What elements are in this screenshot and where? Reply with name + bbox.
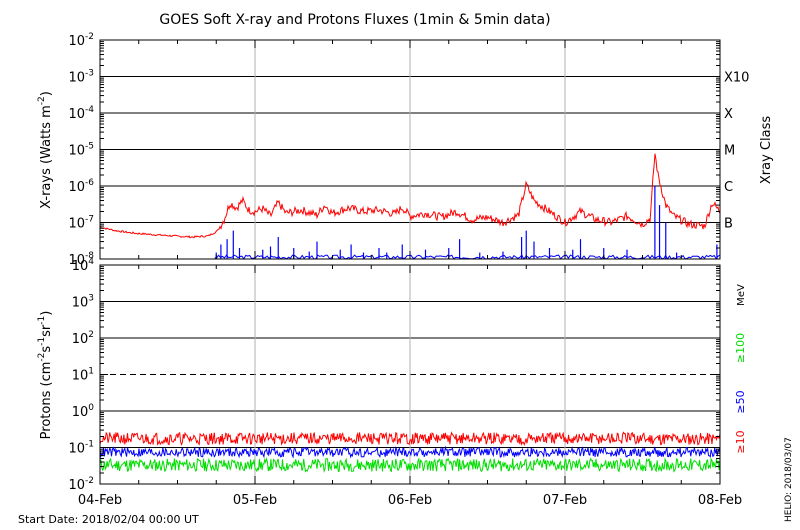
xray-class-label: B (724, 217, 733, 232)
proton-ytick-label: 101 (72, 367, 94, 384)
proton-legend-1: ≥50 (734, 390, 747, 413)
proton-ytick-label: 100 (72, 403, 95, 420)
xray-ytick-label: 10-2 (68, 32, 94, 49)
proton-ytick-label: 10-1 (68, 440, 94, 457)
start-date: Start Date: 2018/02/04 00:00 UT (18, 513, 199, 526)
proton-series-≥100 (99, 456, 721, 473)
xray-class-label: X10 (724, 71, 749, 86)
xray-class-label: C (724, 180, 733, 195)
xray-ytick-label: 10-4 (68, 105, 94, 122)
credit: HELIO: 2018/03/07 (784, 437, 794, 522)
proton-legend-0: ≥10 (734, 430, 747, 453)
xray-short-series (214, 254, 721, 260)
proton-ylabel: Protons (cm-2s-1sr-1) (37, 311, 54, 440)
proton-ytick-label: 104 (72, 257, 95, 274)
xray-class-label: X (724, 107, 733, 122)
chart-title: GOES Soft X-ray and Protons Fluxes (1min… (159, 12, 550, 28)
xray-ytick-label: 10-8 (68, 251, 94, 268)
proton-ytick-label: 102 (72, 330, 94, 347)
xray-ylabel: X-rays (Watts m-2) (37, 91, 54, 209)
xray-ytick-label: 10-5 (68, 142, 94, 159)
xray-class-title: Xray Class (759, 116, 774, 184)
xray-panel: 10-8 10-7 10-6 10-5 10-4 10-3 10-2 X-rays (Watt… (37, 32, 774, 268)
xray-long-series (99, 153, 721, 239)
xray-class-label: M (724, 144, 735, 159)
proton-legend-2: ≥100 (734, 333, 747, 363)
x-tick-label: 05-Feb (233, 493, 277, 508)
proton-ytick-label: 103 (72, 294, 94, 311)
x-tick-label: 08-Feb (698, 493, 742, 508)
proton-panel: 10-2 10-1 100 101 102 103 104 Protons (cm-2s-1s… (37, 257, 747, 493)
xray-ytick-label: 10-7 (68, 215, 94, 232)
xray-ytick-label: 10-6 (68, 178, 94, 195)
xray-ytick-label: 10-3 (68, 69, 94, 86)
proton-series-≥50 (99, 445, 721, 459)
x-tick-label: 06-Feb (388, 493, 432, 508)
proton-series-≥10 (99, 431, 721, 447)
x-tick-label: 04-Feb (78, 493, 122, 508)
x-tick-label: 07-Feb (543, 493, 587, 508)
proton-unit-label: MeV (736, 284, 747, 306)
proton-ytick-label: 10-2 (68, 476, 94, 493)
